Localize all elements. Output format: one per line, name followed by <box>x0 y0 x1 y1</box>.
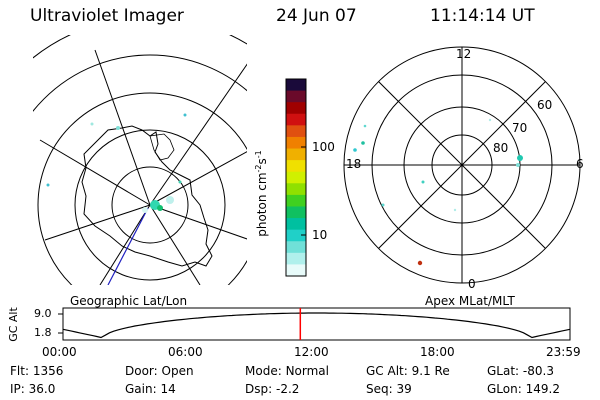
status-dsp: Dsp: -2.2 <box>245 382 300 396</box>
ytick-1-8: 1.8 <box>34 326 52 339</box>
status-mode: Mode: Normal <box>245 364 329 378</box>
xtick-2359: 23:59 <box>546 345 581 359</box>
lat-label-70: 70 <box>512 121 528 135</box>
colorbar-band <box>286 113 306 126</box>
status-gc-alt: GC Alt: 9.1 Re <box>366 364 450 378</box>
colorbar-band <box>286 206 306 219</box>
colorbar-label: photon cm-2s-1 <box>253 150 269 237</box>
colorbar-band <box>286 102 306 115</box>
xtick-1800: 18:00 <box>420 345 455 359</box>
colorbar-band <box>286 136 306 150</box>
colorbar-band <box>286 160 306 173</box>
colorbar-band <box>286 194 306 208</box>
colorbar-band <box>286 125 306 138</box>
ytick-9: 9.0 <box>34 307 52 320</box>
status-glat: GLat: -80.3 <box>487 364 554 378</box>
xtick-0000: 00:00 <box>42 345 77 359</box>
mlt-label-12: 12 <box>456 47 472 61</box>
apex-caption: Apex MLat/MLT <box>425 294 515 308</box>
xtick-0600: 06:00 <box>168 345 203 359</box>
colorbar-band <box>286 90 306 103</box>
colorbar-band <box>286 79 306 92</box>
instrument-title: Ultraviolet Imager <box>30 6 184 26</box>
altitude-plot <box>58 307 571 341</box>
colorbar-band <box>286 148 306 161</box>
colorbar-band <box>286 183 306 196</box>
colorbar-band <box>286 264 306 277</box>
colorbar-band <box>286 171 306 184</box>
polar-map <box>343 46 581 284</box>
colorbar-band <box>286 252 306 266</box>
status-door: Door: Open <box>125 364 194 378</box>
colorbar <box>285 78 307 277</box>
geographic-caption: Geographic Lat/Lon <box>70 294 188 308</box>
date-label: 24 Jun 07 <box>276 6 357 26</box>
gc-alt-axis-label: GC Alt <box>6 307 20 342</box>
colorbar-band <box>286 241 306 254</box>
colorbar-tick-10: 10 <box>312 228 328 242</box>
status-seq: Seq: 39 <box>366 382 412 396</box>
colorbar-band <box>286 229 306 242</box>
xtick-1200: 12:00 <box>294 345 329 359</box>
mlt-label-6: 6 <box>576 157 584 171</box>
mlt-label-18: 18 <box>346 157 362 171</box>
lat-label-80: 80 <box>493 141 509 155</box>
status-flt: Flt: 1356 <box>10 364 64 378</box>
status-glon: GLon: 149.2 <box>487 382 560 396</box>
mlt-label-0: 0 <box>468 277 476 291</box>
colorbar-band <box>286 218 306 231</box>
time-label: 11:14:14 UT <box>430 6 535 26</box>
status-ip: IP: 36.0 <box>10 382 56 396</box>
colorbar-tick-100: 100 <box>312 140 335 154</box>
geographic-map <box>33 35 247 285</box>
status-gain: Gain: 14 <box>125 382 176 396</box>
lat-label-60: 60 <box>537 98 553 112</box>
